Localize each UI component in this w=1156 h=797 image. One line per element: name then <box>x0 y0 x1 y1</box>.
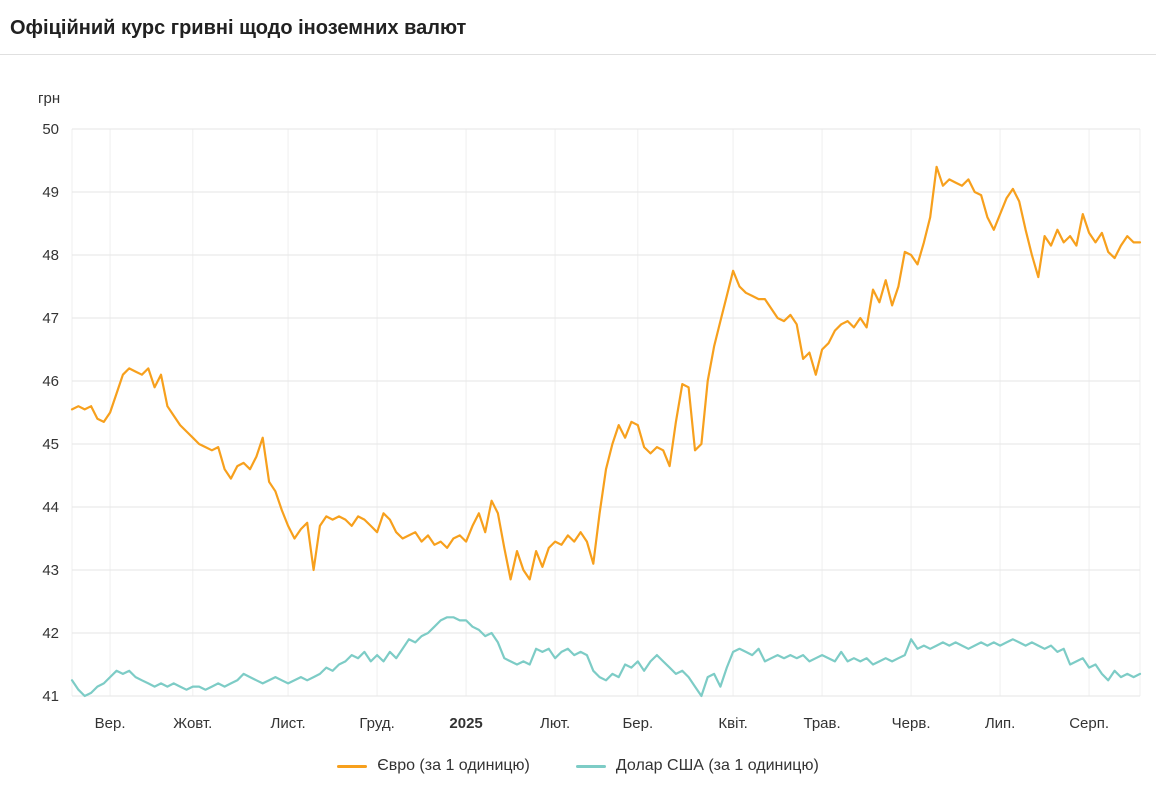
x-tick-label: Черв. <box>892 715 931 732</box>
euro-line-swatch <box>337 764 368 768</box>
x-tick-label: Серп. <box>1069 715 1109 732</box>
legend-label-euro: Євро (за 1 одиницю) <box>377 757 530 774</box>
chart-container: 41 42 43 44 45 46 47 48 49 50 грн Вер. Жовт. Лист. Гру… <box>0 55 1156 783</box>
y-tick-label: 44 <box>42 499 59 516</box>
y-tick-label: 47 <box>42 310 59 327</box>
x-tick-label: Лист. <box>271 715 306 732</box>
usd-series-line[interactable] <box>70 616 1142 698</box>
x-tick-label: Вер. <box>95 715 126 732</box>
y-tick-label: 41 <box>42 688 59 705</box>
y-tick-label: 42 <box>42 625 59 642</box>
y-tick-label: 43 <box>42 562 59 579</box>
x-tick-label: Квіт. <box>718 715 747 732</box>
legend-label-usd: Долар США (за 1 одиницю) <box>615 757 819 774</box>
x-tick-label: Лип. <box>985 715 1016 732</box>
page-header: Офіційний курс гривні щодо іноземних вал… <box>0 0 1156 55</box>
x-tick-label: Бер. <box>622 715 653 732</box>
x-tick-label: Жовт. <box>173 715 212 732</box>
exchange-rate-line-chart[interactable]: 41 42 43 44 45 46 47 48 49 50 грн Вер. Жовт. Лист. Гру… <box>0 55 1156 745</box>
x-tick-label: Груд. <box>359 715 394 732</box>
chart-legend: Євро (за 1 одиницю) Долар США (за 1 один… <box>0 749 1156 783</box>
x-tick-label: Лют. <box>540 715 570 732</box>
legend-item-euro[interactable]: Євро (за 1 одиницю) <box>337 757 530 775</box>
y-axis-unit-label: грн <box>38 90 60 107</box>
x-tick-label: 2025 <box>449 715 482 732</box>
legend-item-usd[interactable]: Долар США (за 1 одиницю) <box>575 757 819 775</box>
euro-series-line[interactable] <box>70 165 1142 581</box>
y-tick-label: 45 <box>42 436 59 453</box>
y-tick-label: 49 <box>42 184 59 201</box>
usd-line-swatch <box>575 764 606 768</box>
y-tick-label: 48 <box>42 247 59 264</box>
page-title: Офіційний курс гривні щодо іноземних вал… <box>10 17 467 39</box>
x-tick-label: Трав. <box>804 715 841 732</box>
y-tick-label: 46 <box>42 373 59 390</box>
y-tick-label: 50 <box>42 121 59 138</box>
